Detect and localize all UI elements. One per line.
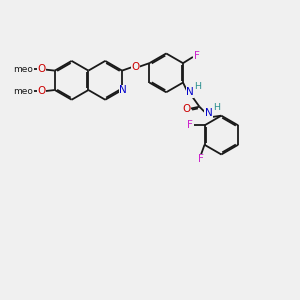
Text: F: F [198, 154, 203, 164]
Text: meo: meo [13, 87, 33, 96]
Text: N: N [119, 85, 127, 95]
Text: F: F [194, 51, 200, 61]
Text: O: O [132, 62, 140, 72]
Text: O: O [37, 64, 46, 74]
Text: H: H [194, 82, 201, 91]
Text: F: F [187, 120, 193, 130]
Text: H: H [213, 103, 220, 112]
Text: O: O [182, 104, 190, 114]
Text: O: O [37, 86, 46, 96]
Text: meo: meo [13, 65, 33, 74]
Text: N: N [205, 108, 213, 118]
Text: N: N [186, 87, 194, 97]
